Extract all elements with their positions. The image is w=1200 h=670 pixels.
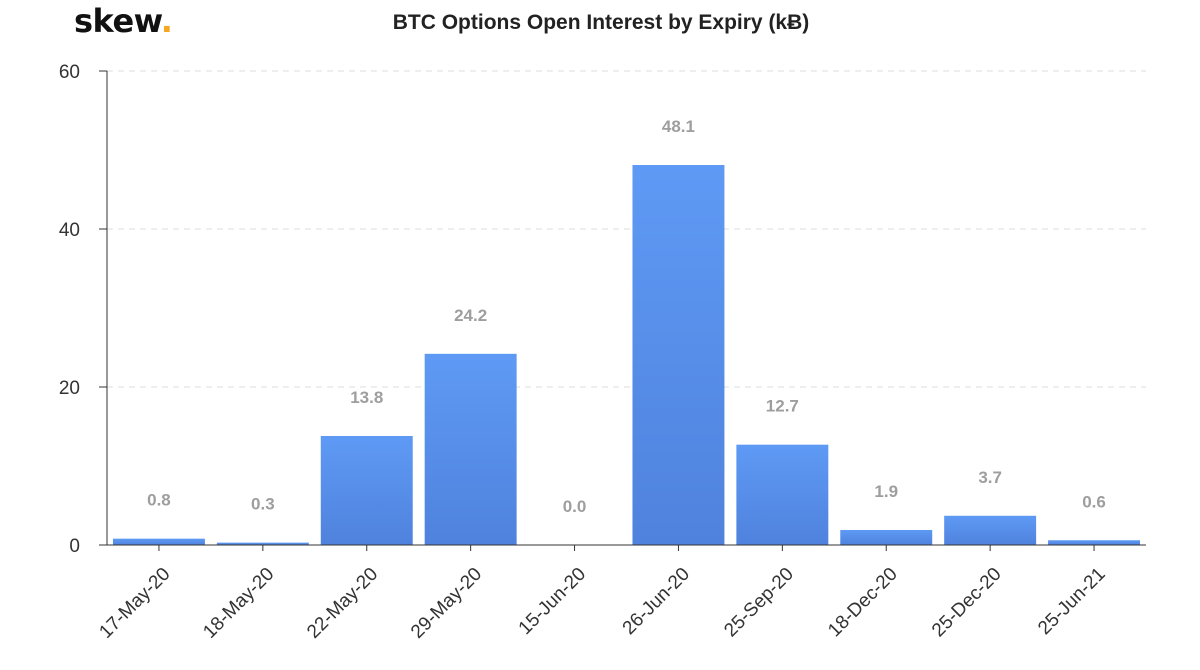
data-label: 0.6 xyxy=(1082,492,1106,511)
bar-17-May-20 xyxy=(112,538,205,545)
x-tick-label: 25-Sep-20 xyxy=(720,564,798,642)
x-tick-label: 15-Jun-20 xyxy=(515,564,590,639)
gridlines xyxy=(107,70,1146,388)
x-tick-label: 22-May-20 xyxy=(303,564,382,643)
data-label: 1.9 xyxy=(874,482,898,501)
data-label: 12.7 xyxy=(766,397,799,416)
bar-25-Jun-21 xyxy=(1048,540,1141,545)
logo-dot: . xyxy=(160,2,173,40)
data-label: 0.8 xyxy=(147,491,171,510)
x-tick-label: 29-May-20 xyxy=(407,564,486,643)
data-label: 0.0 xyxy=(563,497,587,516)
skew-logo: skew. xyxy=(74,2,173,40)
y-tick-label: 60 xyxy=(59,62,80,83)
bar-26-Jun-20 xyxy=(632,165,725,545)
bar-25-Dec-20 xyxy=(944,515,1037,545)
data-label: 0.3 xyxy=(251,495,275,514)
data-label: 24.2 xyxy=(454,306,487,325)
x-tick-label: 17-May-20 xyxy=(95,564,174,643)
data-labels: 0.8 0.3 13.8 24.2 0.0 48.1 12.7 1.9 3.7 0.6 xyxy=(147,117,1106,516)
x-tick-label: 18-Dec-20 xyxy=(824,564,902,642)
chart-title: BTC Options Open Interest by Expiry (kɃ) xyxy=(392,11,810,34)
y-tick-label: 20 xyxy=(59,378,80,399)
y-tick-label: 0 xyxy=(69,536,80,557)
bar-18-May-20 xyxy=(216,542,309,545)
x-tick-label: 26-Jun-20 xyxy=(619,564,694,639)
x-tick-label: 25-Jun-21 xyxy=(1034,564,1109,639)
logo-text: skew xyxy=(74,2,161,40)
bar-22-May-20 xyxy=(320,435,413,545)
bar-29-May-20 xyxy=(424,353,517,545)
bars xyxy=(112,165,1141,545)
y-tick-label: 40 xyxy=(59,220,80,241)
x-tick-label: 25-Dec-20 xyxy=(928,564,1006,642)
data-label: 3.7 xyxy=(978,468,1002,487)
bar-18-Dec-20 xyxy=(840,529,933,545)
bar-25-Sep-20 xyxy=(736,444,829,545)
axes: 0 20 40 60 17-May-20 18-May-20 22-May-20 29-May… xyxy=(59,62,1146,643)
data-label: 48.1 xyxy=(662,117,695,136)
x-tick-label: 18-May-20 xyxy=(199,564,278,643)
data-label: 13.8 xyxy=(350,388,383,407)
